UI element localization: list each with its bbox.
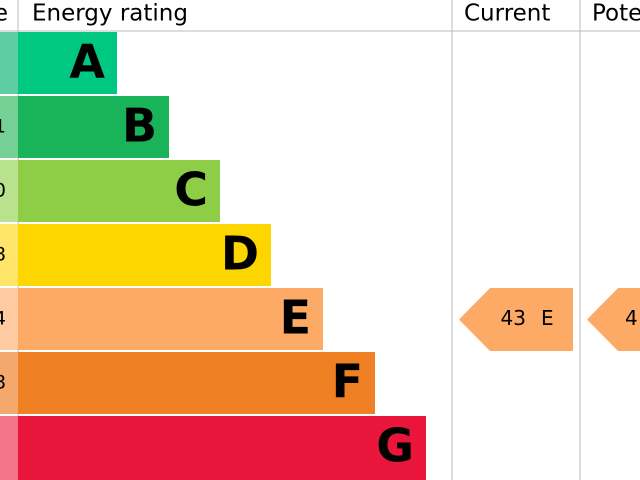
band-letter: F <box>332 355 363 409</box>
score-range: 8 <box>0 244 6 266</box>
band-letter: C <box>174 163 208 217</box>
score-range: 8 <box>0 372 6 394</box>
band-letter: D <box>221 227 259 281</box>
current-header: Current <box>464 1 550 27</box>
score-cell <box>0 32 18 94</box>
score-cell <box>0 352 18 414</box>
rating-header: Energy rating <box>32 1 188 27</box>
band-bar <box>18 96 169 158</box>
score-cell <box>0 224 18 286</box>
potential-header: Pote <box>592 1 640 27</box>
band-letter: B <box>122 99 157 153</box>
score-header: e <box>0 1 8 27</box>
score-range: 1 <box>0 116 6 138</box>
band-bar <box>18 352 375 414</box>
score-range: 4 <box>0 308 6 330</box>
current-score: 43 <box>501 306 526 330</box>
score-cell <box>0 96 18 158</box>
band-bar <box>18 416 426 480</box>
score-cell <box>0 416 18 480</box>
potential-score: 4 <box>625 306 638 330</box>
band-letter: E <box>280 291 311 345</box>
current-rating: E <box>541 306 554 330</box>
score-cell <box>0 288 18 350</box>
potential-arrow <box>587 288 640 351</box>
band-letter: A <box>69 35 105 89</box>
band-bar <box>18 224 271 286</box>
band-bar <box>18 160 220 222</box>
band-bar <box>18 32 117 94</box>
score-cell <box>0 160 18 222</box>
band-bar <box>18 288 323 350</box>
current-arrow <box>459 288 573 351</box>
score-range: 0 <box>0 180 6 202</box>
band-letter: G <box>376 419 414 473</box>
